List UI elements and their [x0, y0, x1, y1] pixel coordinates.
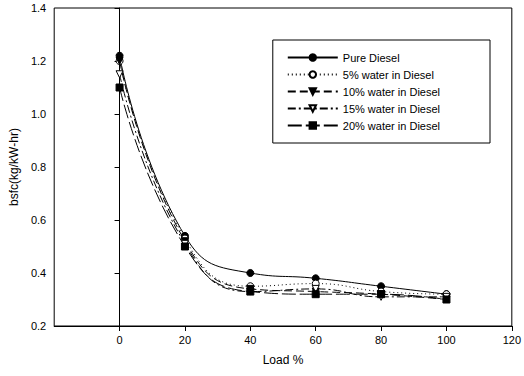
svg-text:80: 80	[375, 334, 387, 346]
svg-text:0.4: 0.4	[31, 267, 46, 279]
svg-text:1.0: 1.0	[31, 108, 46, 120]
svg-text:60: 60	[310, 334, 322, 346]
svg-text:40: 40	[244, 334, 256, 346]
svg-text:20: 20	[179, 334, 191, 346]
svg-text:0.2: 0.2	[31, 320, 46, 332]
svg-text:Load %: Load %	[263, 353, 304, 367]
svg-text:15% water in Diesel: 15% water in Diesel	[343, 103, 440, 115]
svg-text:0.6: 0.6	[31, 214, 46, 226]
svg-text:1.2: 1.2	[31, 55, 46, 67]
svg-text:120: 120	[503, 334, 521, 346]
svg-text:1.4: 1.4	[31, 2, 46, 14]
svg-text:Pure Diesel: Pure Diesel	[343, 52, 400, 64]
svg-text:0: 0	[117, 334, 123, 346]
svg-text:20% water in Diesel: 20% water in Diesel	[343, 120, 440, 132]
svg-text:5% water in Diesel: 5% water in Diesel	[343, 69, 434, 81]
svg-text:bsfc(kg/kW-hr): bsfc(kg/kW-hr)	[7, 128, 21, 206]
svg-text:100: 100	[437, 334, 455, 346]
svg-text:0.8: 0.8	[31, 161, 46, 173]
svg-text:10% water in Diesel: 10% water in Diesel	[343, 86, 440, 98]
